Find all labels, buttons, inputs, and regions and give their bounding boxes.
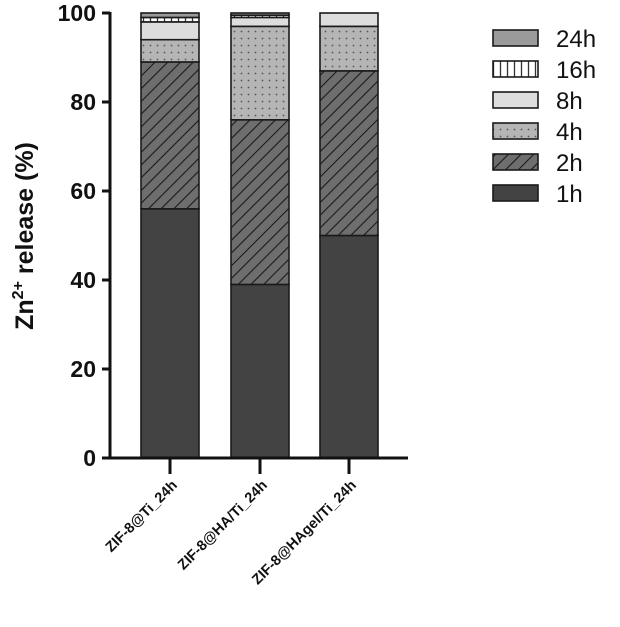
legend-label-2h: 2h — [556, 150, 583, 177]
legend-swatch-4h — [492, 122, 539, 140]
y-tick-label: 100 — [58, 0, 96, 26]
bar-segment-24h — [140, 12, 200, 19]
legend-swatch-8h — [492, 91, 539, 109]
y-tick-label: 20 — [70, 356, 96, 382]
bar-segment-4h — [319, 25, 379, 72]
x-tick-label: ZIF-8@Ti_24h — [103, 478, 181, 556]
legend-swatch-2h — [492, 153, 539, 171]
legend: 24h 16h 8h 4h 2h 1h — [492, 26, 596, 208]
y-axis-title-main: Zn — [11, 299, 39, 330]
y-axis-title: Zn2+ release (%) — [10, 142, 39, 330]
bar-segment-24h — [230, 12, 290, 17]
legend-swatch-24h — [492, 29, 539, 47]
x-axis: ZIF-8@Ti_24hZIF-8@HA/Ti_24hZIF-8@HAgel/T… — [103, 456, 408, 589]
bar-segment-4h — [140, 38, 200, 63]
y-axis-title-rest: release (%) — [11, 142, 39, 281]
y-tick-label: 0 — [83, 445, 96, 471]
y-axis-title-superscript: 2+ — [10, 281, 27, 299]
bar-segment-8h — [140, 21, 200, 41]
y-axis: 0 20 40 60 80 100 — [58, 0, 112, 471]
legend-swatch-1h — [492, 184, 539, 202]
bar-segment-8h — [319, 12, 379, 28]
bar-segment-2h — [319, 70, 379, 237]
x-tick-label: ZIF-8@HAgel/Ti_24h — [249, 478, 360, 589]
bar-segment-8h — [230, 16, 290, 28]
legend-swatch-16h — [492, 60, 539, 78]
y-tick-label: 60 — [70, 178, 96, 204]
legend-label-4h: 4h — [556, 119, 583, 146]
bar-segment-1h — [140, 208, 200, 459]
legend-label-16h: 16h — [556, 57, 596, 84]
bar-segment-1h — [319, 234, 379, 459]
x-tick-label: ZIF-8@HA/Ti_24h — [175, 478, 271, 574]
y-tick-label: 40 — [70, 267, 96, 293]
legend-label-1h: 1h — [556, 181, 583, 208]
bar-segment-2h — [140, 61, 200, 210]
bar-segment-1h — [230, 283, 290, 459]
bar-segment-2h — [230, 119, 290, 286]
legend-label-8h: 8h — [556, 88, 583, 115]
bar-segment-4h — [230, 25, 290, 121]
y-tick-label: 80 — [70, 89, 96, 115]
bars-layer — [140, 12, 379, 459]
legend-label-24h: 24h — [556, 26, 596, 53]
